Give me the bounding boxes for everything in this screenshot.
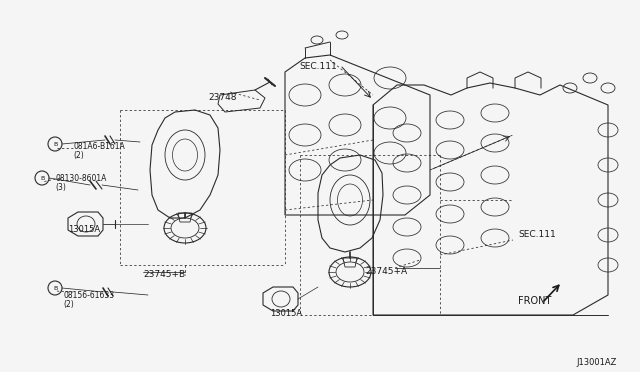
Text: 081A6-B161A: 081A6-B161A (73, 142, 125, 151)
Text: B: B (53, 141, 57, 147)
Text: (3): (3) (55, 183, 66, 192)
Text: 23745+A: 23745+A (365, 267, 407, 276)
Text: 23745+B: 23745+B (143, 270, 185, 279)
Text: 13015A: 13015A (270, 309, 302, 318)
Text: FRONT: FRONT (518, 296, 552, 306)
Text: 13015A: 13015A (68, 225, 100, 234)
Text: B: B (40, 176, 44, 180)
Text: 08130-8601A: 08130-8601A (55, 174, 106, 183)
Text: B: B (53, 285, 57, 291)
Text: SEC.111: SEC.111 (299, 62, 337, 71)
Text: (2): (2) (73, 151, 84, 160)
Text: (2): (2) (63, 300, 74, 309)
Text: SEC.111: SEC.111 (518, 230, 556, 239)
Text: J13001AZ: J13001AZ (576, 358, 616, 367)
Text: 08156-61633: 08156-61633 (63, 291, 114, 300)
Text: 23748: 23748 (208, 93, 237, 102)
